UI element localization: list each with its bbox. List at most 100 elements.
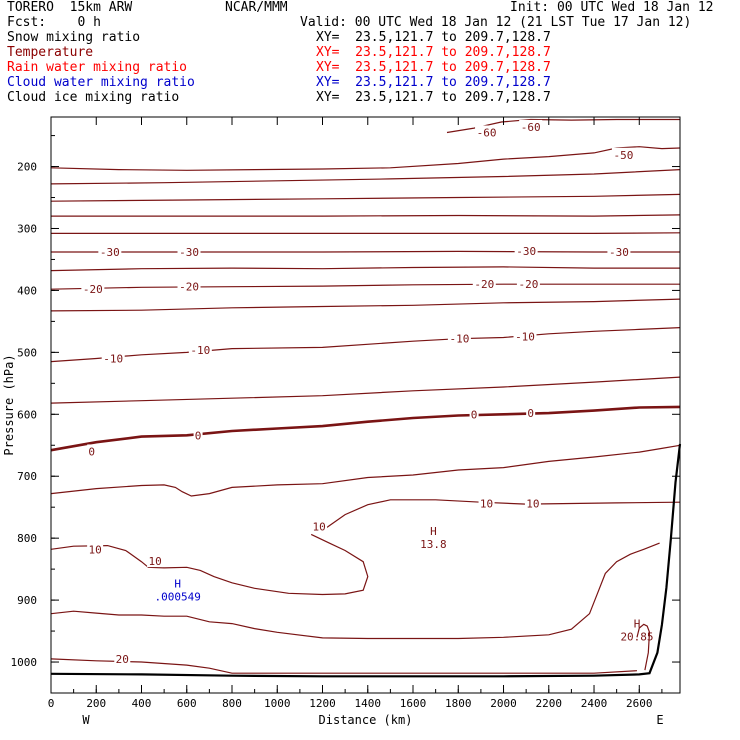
contour-label: -10 — [190, 344, 210, 357]
x-axis-west-label: W — [82, 713, 90, 727]
contour-label-bg — [87, 542, 104, 556]
field-xy-temperature: XY= 23.5,121.7 to 209.7,128.7 — [316, 45, 551, 60]
contour-label-bg — [147, 554, 164, 568]
extremum-value: .000549 — [155, 591, 201, 604]
extremum-value: 13.8 — [420, 538, 447, 551]
contour-label: 10 — [88, 543, 101, 556]
field-label-cloud-ice: Cloud ice mixing ratio — [7, 90, 180, 105]
contour-label: -30 — [609, 246, 629, 259]
isotherm-line — [50, 376, 681, 404]
isotherm-line — [636, 623, 651, 671]
y-tick-label: 500 — [17, 346, 37, 359]
field-xy-cloud-water: XY= 23.5,121.7 to 209.7,128.7 — [316, 75, 551, 90]
y-axis-label: Pressure (hPa) — [2, 354, 16, 455]
contour-label: -10 — [515, 330, 535, 343]
field-label-snow: Snow mixing ratio — [7, 30, 141, 45]
contour-label-bg — [514, 243, 538, 257]
contour-label-bg — [447, 331, 471, 345]
y-tick-label: 600 — [17, 408, 37, 421]
isotherm-line — [50, 533, 369, 596]
contour-label-bg — [81, 282, 105, 296]
model-label: TORERO 15km ARW — [7, 0, 133, 15]
x-tick-label: 1600 — [400, 697, 427, 710]
x-tick-label: 600 — [177, 697, 197, 710]
x-tick-label: 800 — [222, 697, 242, 710]
x-tick-label: 0 — [48, 697, 55, 710]
field-label-rain: Rain water mixing ratio — [7, 60, 188, 75]
contour-label-bg — [478, 496, 495, 510]
x-tick-label: 1400 — [355, 697, 382, 710]
init-time: Init: 00 UTC Wed 18 Jan 12 — [510, 0, 714, 15]
plot-frame — [50, 116, 681, 694]
isotherm-layer — [50, 118, 681, 674]
contour-label-bg — [524, 496, 541, 510]
isotherm-line — [50, 327, 681, 363]
contour-label-bg — [101, 351, 125, 365]
x-axis-east-label: E — [656, 713, 663, 727]
contour-label: -30 — [100, 246, 120, 259]
x-tick-label: 1000 — [264, 697, 291, 710]
y-tick-label: 400 — [17, 284, 37, 297]
axes-layer: 0 200 400 600 800 1000 1200 1400 1600 1800 2000 220… — [11, 117, 680, 710]
isotherm-line — [50, 405, 681, 452]
x-tick-label: 200 — [86, 697, 106, 710]
x-tick-label: 1200 — [309, 697, 336, 710]
extremum-marker: H — [174, 578, 181, 591]
contour-label-bg — [519, 119, 543, 133]
isotherm-line — [50, 658, 638, 674]
x-tick-label: 2400 — [581, 697, 608, 710]
contour-label: -10 — [103, 353, 123, 366]
contour-label: 0 — [471, 408, 478, 421]
contour-label-bg — [177, 245, 201, 259]
x-tick-label: 1800 — [445, 697, 472, 710]
contour-label-bg — [526, 406, 536, 420]
contour-label: -30 — [179, 246, 199, 259]
x-tick-label: 2200 — [536, 697, 563, 710]
contour-label-bg — [193, 428, 203, 442]
contour-label: 10 — [480, 497, 493, 510]
isotherm-line — [50, 444, 681, 497]
contour-label: 10 — [526, 497, 539, 510]
field-label-cloud-water: Cloud water mixing ratio — [7, 75, 195, 90]
extremum-marker: H — [430, 525, 437, 538]
isotherm-line — [324, 499, 681, 530]
contour-label: 20 — [116, 653, 129, 666]
y-tick-label: 200 — [17, 161, 37, 174]
forecast-hour: Fcst: 0 h — [7, 15, 101, 30]
contour-label-bg — [311, 519, 328, 533]
contour-label: -60 — [521, 121, 541, 134]
y-tick-label: 900 — [17, 594, 37, 607]
isotherm-line — [50, 146, 681, 171]
contour-label: 0 — [88, 445, 95, 458]
contour-label-bg — [177, 279, 201, 293]
contour-label-bg — [611, 147, 635, 161]
contour-label-bg — [469, 407, 479, 421]
isotherm-line — [50, 298, 681, 312]
y-tick-label: 1000 — [11, 656, 38, 669]
contour-label-bg — [475, 125, 499, 139]
contour-label-bg — [98, 245, 122, 259]
contour-label: -20 — [474, 278, 494, 291]
isotherm-line — [50, 542, 660, 640]
x-tick-label: 400 — [132, 697, 152, 710]
y-tick-label: 700 — [17, 470, 37, 483]
terrain-layer — [50, 443, 682, 678]
x-tick-label: 2600 — [626, 697, 653, 710]
x-tick-label: 2000 — [490, 697, 517, 710]
contour-label-layer: -60 -60 -50 -30 -30 -30 -30 -20 -20 -20 -20 -10 -10 -… — [81, 119, 654, 666]
contour-label: 10 — [148, 555, 161, 568]
isotherm-line — [50, 193, 681, 202]
contour-label: 10 — [312, 520, 325, 533]
contour-label-bg — [607, 245, 631, 259]
x-axis-label: Distance (km) — [319, 713, 413, 727]
contour-label: -50 — [613, 149, 633, 162]
field-xy-rain: XY= 23.5,121.7 to 209.7,128.7 — [316, 60, 551, 75]
center-label: NCAR/MMM — [225, 0, 288, 15]
field-label-temperature: Temperature — [7, 45, 94, 60]
valid-time: Valid: 00 UTC Wed 18 Jan 12 (21 LST Tue … — [300, 15, 692, 30]
contour-label-bg — [472, 277, 496, 291]
contour-label: -30 — [516, 245, 536, 258]
contour-label-bg — [516, 277, 540, 291]
contour-label: -20 — [83, 283, 103, 296]
